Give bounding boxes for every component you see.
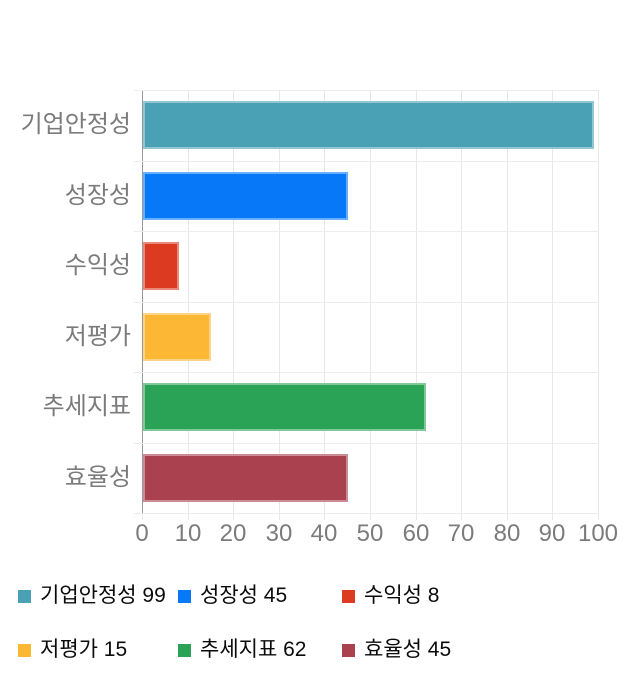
legend-label: 저평가 15 [40, 638, 128, 662]
x-gridline [188, 90, 189, 520]
x-gridline [279, 90, 280, 520]
bar-성장성[interactable] [143, 172, 348, 220]
bar-추세지표[interactable] [143, 383, 426, 431]
y-gridline [134, 372, 598, 373]
x-tick-label: 20 [219, 520, 247, 547]
legend-item[interactable]: 추세지표 62 [178, 637, 342, 663]
legend-item[interactable]: 기업안정성 99 [18, 583, 178, 609]
legend-label: 추세지표 62 [200, 638, 307, 662]
legend-swatch [178, 589, 191, 603]
x-tick-label: 0 [135, 520, 149, 547]
legend-label: 기업안정성 99 [40, 584, 166, 608]
x-gridline [552, 90, 553, 520]
plot-area [134, 90, 599, 520]
x-tick-label: 10 [174, 520, 202, 547]
legend-label: 효율성 45 [364, 638, 452, 662]
y-gridline [134, 513, 598, 514]
y-gridline [134, 90, 598, 91]
bar-저평가[interactable] [143, 313, 211, 361]
x-tick-label: 90 [538, 520, 566, 547]
legend-swatch [342, 643, 355, 657]
x-tick-label: 100 [577, 520, 619, 547]
x-gridline [370, 90, 371, 520]
x-gridline [461, 90, 462, 520]
legend: 기업안정성 99 성장성 45 수익성 8 저평가 15 추세지표 62 효율성 45 [18, 583, 624, 663]
x-gridline [507, 90, 508, 520]
bar-기업안정성[interactable] [143, 101, 594, 149]
y-gridline [134, 302, 598, 303]
x-gridline [233, 90, 234, 520]
legend-label: 수익성 8 [364, 584, 440, 608]
category-label: 저평가 [64, 322, 131, 350]
x-gridline [598, 90, 599, 520]
legend-item[interactable]: 저평가 15 [18, 637, 178, 663]
legend-item[interactable]: 효율성 45 [342, 637, 624, 663]
legend-swatch [18, 643, 31, 657]
category-label: 기업안정성 [20, 110, 131, 138]
x-tick-label: 70 [447, 520, 475, 547]
legend-item[interactable]: 수익성 8 [342, 583, 624, 609]
x-tick-label: 80 [493, 520, 521, 547]
x-gridline [324, 90, 325, 520]
legend-swatch [18, 589, 31, 603]
x-tick-label: 50 [356, 520, 384, 547]
y-gridline [134, 231, 598, 232]
legend-label: 성장성 45 [200, 584, 288, 608]
category-label: 효율성 [64, 463, 131, 491]
bar-수익성[interactable] [143, 242, 179, 290]
legend-swatch [342, 589, 355, 603]
legend-swatch [178, 643, 191, 657]
x-gridline [416, 90, 417, 520]
category-label: 추세지표 [42, 392, 131, 420]
category-label: 성장성 [64, 181, 131, 209]
y-axis-line [142, 90, 143, 513]
x-tick-label: 60 [402, 520, 430, 547]
y-gridline [134, 161, 598, 162]
bar-효율성[interactable] [143, 454, 348, 502]
y-gridline [134, 443, 598, 444]
legend-item[interactable]: 성장성 45 [178, 583, 342, 609]
category-label: 수익성 [64, 251, 131, 279]
x-tick-label: 40 [310, 520, 338, 547]
x-tick-label: 30 [265, 520, 293, 547]
